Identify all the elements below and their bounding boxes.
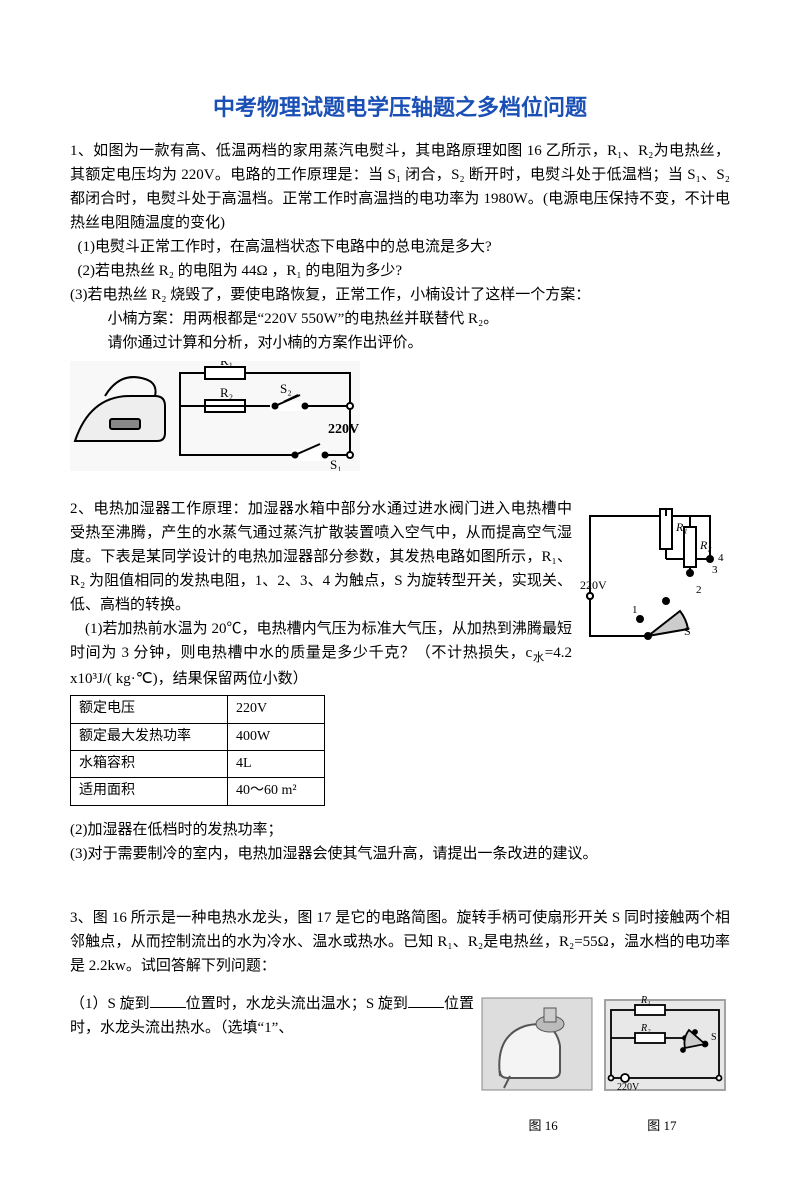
- spec-label: 额定电压: [71, 696, 228, 723]
- q1-part2: (2)若电热丝 R₂ 的电阻为 44Ω ，R₁ 的电阻为多少?: [70, 259, 730, 283]
- spec-value: 40～60 m²: [228, 778, 325, 805]
- q2-c-water-sub: 水: [532, 652, 545, 664]
- q1-stem: 1、如图为一款有高、低温两档的家用蒸汽电熨斗，其电路原理如图 16 乙所示，R₁…: [70, 139, 730, 235]
- q3-label-r2: R₂: [640, 1023, 651, 1034]
- spec-value: 4L: [228, 750, 325, 777]
- table-row: 额定最大发热功率400W: [71, 723, 325, 750]
- fill-blank[interactable]: [150, 992, 186, 1008]
- q1-part3-line2: 小楠方案：用两根都是“220V 550W”的电热丝并联替代 R₂。: [70, 307, 730, 331]
- q2-part3: (3)对于需要制冷的室内，电热加湿器会使其气温升高，请提出一条改进的建议。: [70, 842, 730, 866]
- spec-label: 水箱容积: [71, 750, 228, 777]
- spec-label: 适用面积: [71, 778, 228, 805]
- q3-label-r1: R₁: [640, 996, 651, 1006]
- faucet-icon: [482, 998, 592, 1090]
- q3-p1-b: 位置时，水龙头流出温水；S 旋到: [186, 996, 408, 1012]
- q3-caption-17: 图 17: [602, 1116, 722, 1137]
- table-row: 适用面积40～60 m²: [71, 778, 325, 805]
- q2-diagram: R₁ R₂ 4 3 2 1 S 220V: [580, 501, 730, 679]
- q2-label-r1: R₁: [675, 520, 688, 534]
- q2-label-s: S: [684, 624, 691, 638]
- q2-label-3: 3: [712, 564, 718, 576]
- q1-part3-line3: 请你通过计算和分析，对小楠的方案作出评价。: [70, 331, 730, 355]
- q1-part1: (1)电熨斗正常工作时，在高温档状态下电路中的总电流是多大?: [70, 235, 730, 259]
- q3-label-v: 220V: [617, 1082, 640, 1093]
- q2-label-1: 1: [632, 604, 638, 616]
- q2-label-2: 2: [696, 584, 702, 596]
- fill-blank[interactable]: [408, 992, 444, 1008]
- q3-caption-16: 图 16: [488, 1116, 598, 1137]
- q2-part1-a: (1)若加热前水温为 20℃，电热槽内气压为标准大气压，从加热到沸腾最短时间为 …: [70, 621, 572, 661]
- spec-label: 额定最大发热功率: [71, 723, 228, 750]
- q1-label-s1: S₁: [330, 457, 342, 471]
- q1-diagram: R₁ R₂ S₂ 220V S₁: [70, 361, 730, 479]
- spec-value: 400W: [228, 723, 325, 750]
- q3-circuit-icon: 220V R₁ R₂ S: [605, 996, 725, 1093]
- table-row: 水箱容积4L: [71, 750, 325, 777]
- q2-spec-table: 额定电压220V 额定最大发热功率400W 水箱容积4L 适用面积40～60 m…: [70, 695, 325, 806]
- q3-p1-a: （1）S 旋到: [70, 996, 150, 1012]
- q2-label-v: 220V: [580, 578, 607, 592]
- q3-stem: 3、图 16 所示是一种电热水龙头，图 17 是它的电路简图。旋转手柄可使扇形开…: [70, 906, 730, 978]
- q1-part3-line1: (3)若电热丝 R₂ 烧毁了，要使电路恢复，正常工作，小楠设计了这样一个方案：: [70, 283, 730, 307]
- q3-label-s: S: [711, 1032, 717, 1043]
- table-row: 额定电压220V: [71, 696, 325, 723]
- spec-value: 220V: [228, 696, 325, 723]
- page-title: 中考物理试题电学压轴题之多档位问题: [70, 90, 730, 125]
- q1-label-r1: R₁: [220, 361, 233, 368]
- q1-label-v: 220V: [328, 422, 359, 437]
- q3-figures: 220V R₁ R₂ S 图 16 图 17: [480, 996, 730, 1138]
- q2-part2: (2)加湿器在低档时的发热功率；: [70, 818, 730, 842]
- q1-label-r2: R₂: [220, 385, 233, 400]
- q2-label-4: 4: [718, 552, 724, 564]
- q1-label-s2: S₂: [280, 381, 292, 396]
- q2-label-r2: R₂: [699, 538, 712, 552]
